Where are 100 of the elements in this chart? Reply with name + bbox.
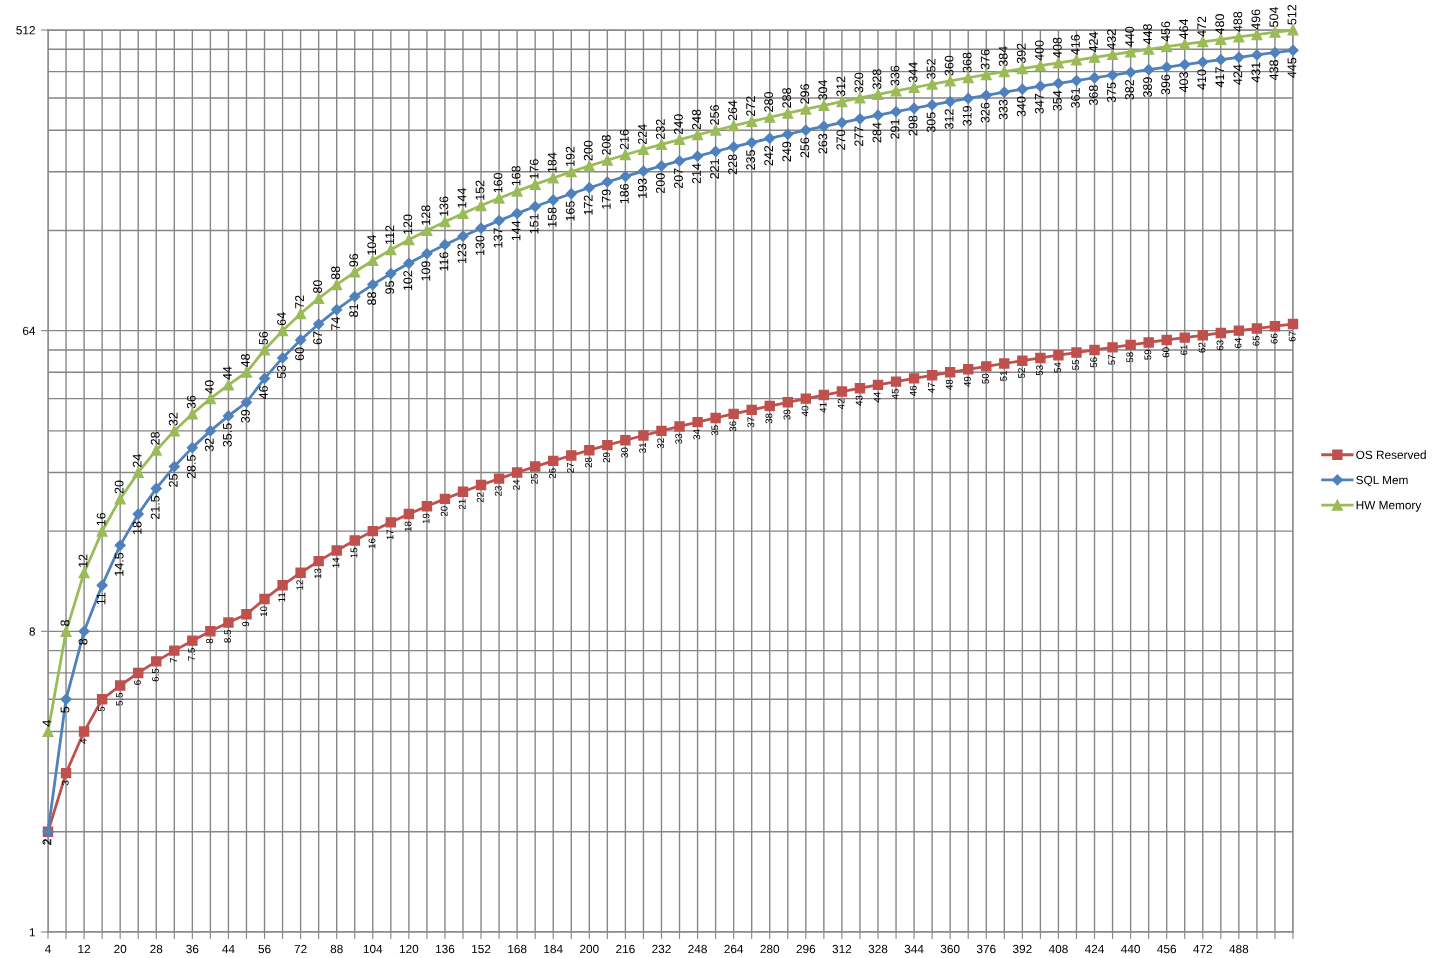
- data-label: 59: [1144, 349, 1152, 360]
- data-label: 33: [675, 433, 683, 444]
- data-label: 18: [404, 521, 412, 532]
- legend-label: OS Reserved: [1356, 450, 1426, 459]
- data-label: 340: [1016, 96, 1026, 117]
- data-label: 30: [621, 447, 628, 458]
- data-label: 480: [1215, 14, 1225, 35]
- data-label: 424: [1089, 31, 1098, 53]
- data-label: 296: [800, 84, 810, 104]
- data-label: 165: [565, 201, 575, 221]
- data-label: 53: [1036, 365, 1043, 376]
- data-label: 136: [439, 196, 449, 216]
- data-label: 186: [619, 183, 629, 204]
- x-tick-label: 376: [976, 944, 996, 954]
- data-label: 488: [1233, 11, 1243, 32]
- data-label: 448: [1143, 24, 1153, 45]
- data-label: 24: [512, 479, 520, 490]
- data-label: 9: [242, 621, 250, 627]
- data-label: 57: [1108, 354, 1116, 365]
- data-label: 24: [132, 454, 142, 467]
- x-tick-label: 152: [472, 944, 491, 954]
- x-tick-label: 344: [904, 944, 924, 954]
- data-label: 304: [818, 80, 828, 101]
- data-label: 298: [908, 115, 918, 136]
- data-label: 440: [1125, 26, 1134, 47]
- data-label: 27: [566, 462, 574, 473]
- data-label: 344: [908, 62, 918, 83]
- data-label: 35.5: [222, 423, 232, 447]
- data-label: 64: [277, 312, 286, 326]
- data-label: 39: [240, 409, 250, 423]
- data-label: 184: [547, 152, 557, 173]
- data-label: 291: [890, 119, 900, 139]
- data-label: 6.5: [151, 668, 159, 682]
- data-label: 21.5: [150, 495, 160, 520]
- data-label: 50: [981, 373, 989, 384]
- data-label: 207: [674, 168, 683, 189]
- data-label: 445: [1287, 57, 1297, 78]
- data-label: 288: [782, 88, 792, 108]
- x-tick-label: 168: [508, 944, 527, 954]
- data-label: 48: [945, 379, 953, 390]
- data-label: 56: [259, 331, 268, 345]
- y-tick-label: 512: [16, 26, 35, 35]
- x-tick-label: 56: [258, 944, 271, 954]
- data-label: 368: [962, 52, 972, 73]
- x-tick-label: 312: [832, 944, 852, 954]
- x-tick-label: 104: [363, 944, 383, 954]
- data-label: 23: [494, 486, 502, 496]
- data-label: 88: [331, 266, 341, 280]
- data-label: 21: [458, 499, 466, 510]
- x-tick-label: 136: [436, 944, 455, 954]
- data-label: 28: [585, 457, 592, 468]
- data-label: 431: [1251, 62, 1261, 83]
- data-label: 20: [440, 506, 448, 517]
- data-label: 19: [422, 513, 430, 524]
- data-label: 2: [42, 839, 52, 846]
- y-tick-label: 64: [22, 326, 36, 336]
- x-tick-label: 216: [616, 944, 635, 954]
- data-label: 102: [403, 270, 413, 291]
- data-label: 14.5: [114, 552, 124, 576]
- data-label: 179: [601, 189, 611, 209]
- data-label: 45: [891, 388, 899, 400]
- data-label: 5: [97, 706, 105, 712]
- x-tick-label: 88: [330, 944, 343, 954]
- data-label: 242: [764, 145, 773, 166]
- data-label: 34: [693, 429, 701, 440]
- data-label: 504: [1269, 6, 1279, 27]
- x-tick-label: 440: [1121, 944, 1140, 954]
- data-label: 11: [96, 592, 106, 605]
- data-label: 496: [1251, 9, 1261, 30]
- x-tick-label: 248: [688, 944, 707, 954]
- data-label: 52: [1018, 368, 1025, 379]
- data-label: 408: [1052, 37, 1062, 58]
- data-label: 25: [168, 474, 178, 487]
- data-label: 424: [1233, 64, 1243, 85]
- data-label: 152: [475, 180, 485, 200]
- x-tick-label: 36: [186, 944, 199, 954]
- x-tick-label: 184: [544, 944, 563, 954]
- data-label: 319: [962, 105, 972, 126]
- legend-label: HW Memory: [1356, 501, 1422, 512]
- data-label: 47: [927, 382, 935, 393]
- data-label: 400: [1034, 40, 1044, 61]
- data-label: 375: [1107, 82, 1116, 103]
- data-label: 66: [1270, 333, 1278, 344]
- data-label: 284: [872, 122, 882, 143]
- data-label: 64: [1234, 337, 1242, 348]
- data-label: 39: [783, 409, 791, 420]
- data-label: 8: [206, 638, 213, 644]
- data-label: 72: [295, 295, 304, 309]
- data-label: 35: [711, 425, 719, 436]
- data-label: 248: [692, 109, 701, 130]
- data-label: 3: [61, 780, 69, 786]
- data-label: 48: [240, 354, 250, 368]
- x-tick-label: 360: [940, 944, 960, 954]
- x-tick-label: 456: [1157, 944, 1177, 954]
- data-label: 53: [277, 365, 286, 379]
- data-label: 151: [529, 214, 539, 234]
- data-label: 25: [530, 473, 538, 484]
- data-label: 456: [1161, 21, 1171, 42]
- data-label: 36: [186, 395, 196, 409]
- data-label: 200: [583, 140, 593, 161]
